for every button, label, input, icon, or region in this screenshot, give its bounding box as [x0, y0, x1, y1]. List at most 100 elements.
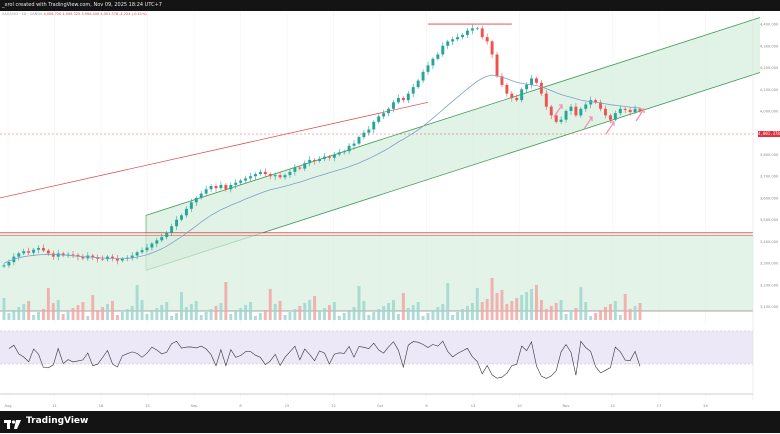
candle-body	[490, 41, 494, 55]
last-price-tag: 4,001.378	[758, 131, 780, 137]
volume-bar	[480, 302, 484, 320]
candle-body	[115, 258, 119, 261]
candle-body	[628, 109, 632, 113]
volume-bars	[2, 278, 642, 320]
candle-body	[91, 255, 95, 258]
candle-body	[110, 256, 114, 259]
trend-line	[0, 23, 512, 199]
volume-bar	[549, 306, 553, 320]
volume-bar	[490, 278, 494, 320]
volume-bar	[579, 287, 583, 320]
volume-bar	[382, 306, 386, 320]
moving-average	[3, 74, 641, 264]
candle-body	[549, 106, 553, 116]
price-tick-label: 4,000.000	[760, 110, 779, 114]
arrows	[0, 104, 756, 135]
candle-body	[194, 197, 198, 203]
candle-body	[554, 115, 558, 122]
channel-band	[146, 17, 760, 271]
volume-bar	[204, 312, 208, 320]
volume-bar	[110, 301, 114, 320]
candle-body	[357, 137, 361, 144]
candle-body	[456, 37, 460, 40]
volume-bar	[520, 295, 524, 320]
candle-body	[392, 102, 395, 109]
volume-bar	[461, 309, 464, 320]
candle-body	[352, 143, 356, 146]
arrow-head	[641, 108, 645, 113]
candle-body	[258, 171, 262, 175]
volume-bar	[135, 285, 139, 320]
candle-body	[618, 108, 622, 114]
volume-bar	[199, 315, 203, 320]
volume-bar	[347, 310, 351, 320]
volume-bar	[618, 315, 622, 320]
volume-bar	[416, 302, 420, 320]
volume-bar	[559, 300, 563, 320]
volume-bar	[37, 312, 40, 320]
candle-body	[638, 108, 642, 111]
volume-bar	[165, 302, 169, 320]
volume-bar	[288, 312, 292, 320]
candle-body	[184, 208, 188, 216]
volume-bar	[145, 314, 149, 320]
candle-body	[51, 253, 55, 257]
candle-body	[322, 156, 326, 159]
candle-body	[505, 84, 509, 94]
candle-body	[337, 152, 341, 155]
candle-body	[539, 82, 543, 94]
volume-bar	[189, 304, 193, 320]
volume-bar	[86, 316, 90, 320]
time-tick-label: Oct	[377, 404, 384, 408]
volume-bar	[628, 309, 632, 320]
candle-body	[150, 243, 154, 248]
candle-body	[465, 30, 469, 35]
volume-bar	[2, 298, 6, 320]
volume-bar	[534, 285, 538, 320]
volume-bar	[96, 310, 100, 320]
volume-bar	[184, 307, 188, 320]
brand-name: TradingView	[26, 416, 89, 426]
candle-body	[579, 108, 583, 116]
candle-body	[101, 258, 105, 260]
arrow-shaft	[553, 104, 563, 118]
volume-bar	[451, 315, 455, 320]
candle-body	[470, 28, 474, 31]
volume-bar	[623, 294, 627, 320]
volume-bar	[66, 311, 70, 320]
candle-body	[510, 93, 514, 98]
candle-body	[327, 156, 331, 158]
candle-body	[515, 97, 519, 101]
candle-body	[406, 93, 410, 101]
candle-body	[372, 121, 376, 130]
volume-bar	[41, 309, 45, 320]
candle-body	[426, 65, 430, 72]
price-chart[interactable]: 4,400.000 4,300.000 4,200.000 4,100.000 4,00…	[0, 11, 780, 411]
volume-bar	[421, 316, 425, 320]
volume-bar	[283, 315, 287, 320]
volume-bar	[436, 307, 440, 320]
candle-body	[347, 145, 351, 152]
time-tick-label: Sep	[191, 404, 198, 408]
volume-bar	[313, 296, 317, 320]
candle-body	[214, 186, 218, 189]
volume-bar	[352, 307, 356, 320]
volume-bar	[194, 301, 198, 320]
volume-bar	[160, 305, 164, 320]
volume-bar	[604, 307, 607, 320]
volume-bar	[150, 311, 154, 320]
candle-body	[584, 104, 588, 109]
candle-body	[377, 116, 381, 122]
candle-body	[180, 215, 183, 220]
volume-bar	[387, 303, 391, 320]
price-tick-label: 3,500.000	[760, 218, 779, 222]
volume-bar	[456, 312, 460, 320]
volume-bar	[589, 316, 593, 320]
volume-bar	[525, 292, 529, 320]
candle-body	[175, 219, 179, 227]
volume-bar	[322, 308, 326, 320]
candle-body	[308, 159, 312, 164]
candle-body	[165, 232, 169, 238]
volume-bar	[17, 307, 21, 320]
volume-bar	[426, 313, 430, 320]
